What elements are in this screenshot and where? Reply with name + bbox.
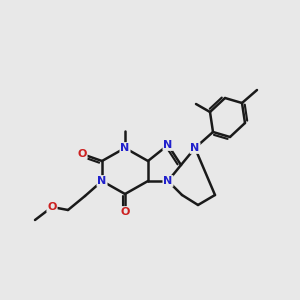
Text: O: O — [120, 207, 130, 217]
Text: N: N — [120, 143, 130, 153]
Text: O: O — [77, 149, 87, 159]
Text: N: N — [164, 140, 172, 150]
Text: N: N — [190, 143, 200, 153]
Text: N: N — [164, 176, 172, 186]
Text: O: O — [47, 202, 57, 212]
Text: N: N — [98, 176, 106, 186]
